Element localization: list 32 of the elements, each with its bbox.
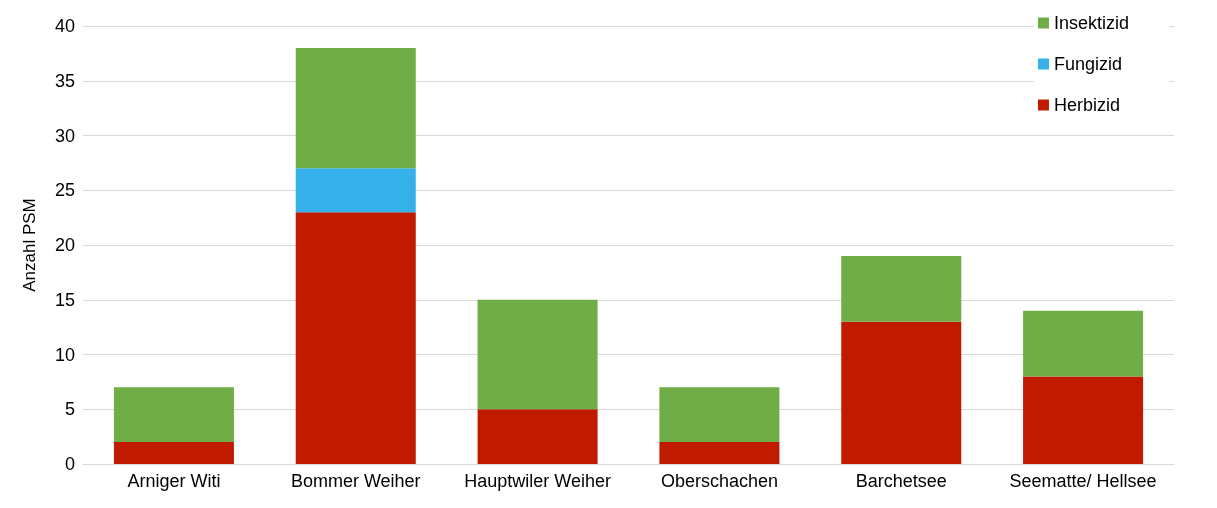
x-tick-label: Arniger Witi [127,471,221,491]
y-tick-label: 10 [54,344,75,365]
legend-label: Herbizid [1053,95,1120,115]
bar [659,442,780,464]
y-tick-label: 15 [54,289,75,310]
x-tick-label: Bommer Weiher [290,471,421,491]
x-tick-label: Barchetsee [855,471,947,491]
y-tick-label: 0 [64,454,75,474]
bar [1023,376,1144,464]
x-tick-label: Hauptwiler Weiher [464,471,611,491]
bar [659,387,780,443]
y-tick-label: 35 [54,70,75,91]
y-tick-label: 20 [54,235,75,255]
legend-label: Insektizid [1053,13,1130,33]
bar [113,442,234,464]
bar [295,168,416,213]
y-tick-label: 25 [54,180,75,201]
bar [1023,310,1144,377]
bar [477,299,598,410]
y-tick-label: 40 [54,16,75,36]
bar [841,321,962,464]
bar [295,47,416,169]
bar [841,255,962,322]
x-tick-label: Seematte/ Hellsee [1009,471,1157,491]
y-tick-label: 30 [54,125,75,146]
legend-label: Fungizid [1053,54,1123,74]
x-tick-label: Oberschachen [660,471,778,491]
bar [295,212,416,464]
y-axis-title: Anzahl PSM [20,198,39,292]
bar [113,387,234,443]
y-tick-label: 5 [64,399,75,420]
bar [477,409,598,464]
